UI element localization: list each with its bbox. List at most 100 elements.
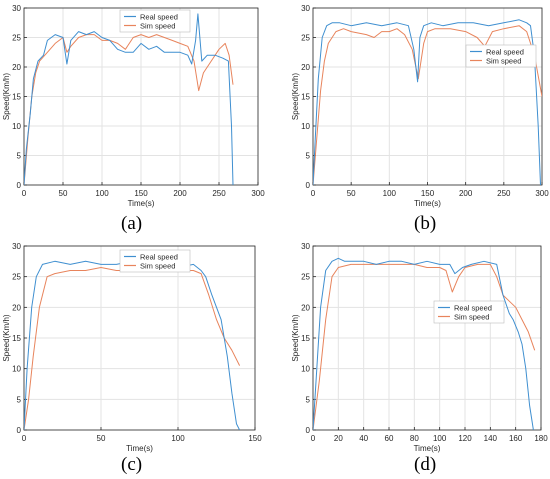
y-tick-label: 20 — [12, 303, 21, 312]
x-tick-label: 200 — [173, 189, 187, 198]
x-axis-label: Time(s) — [126, 444, 153, 453]
legend-label: Real speed — [454, 304, 492, 313]
y-tick-label: 20 — [12, 63, 21, 72]
y-tick-label: 10 — [301, 365, 310, 374]
x-axis-label: Time(s) — [414, 199, 441, 208]
series-line-real-speed — [313, 257, 534, 430]
chart-panel-2: 0 50 100 150 0 5 10 15 20 25 30 Time(s) Speed(Km/h) R… — [2, 242, 262, 453]
y-tick-label: 15 — [301, 93, 310, 102]
x-tick-label: 80 — [410, 434, 419, 443]
x-tick-label: 0 — [311, 189, 316, 198]
y-tick-label: 10 — [12, 122, 21, 131]
x-tick-label: 100 — [171, 434, 185, 443]
legend-box — [119, 9, 191, 33]
caption-a: (a) — [121, 213, 143, 234]
x-tick-label: 300 — [535, 189, 549, 198]
x-tick-label: 20 — [334, 434, 343, 443]
y-tick-label: 5 — [17, 152, 22, 161]
y-tick-label: 15 — [12, 334, 21, 343]
y-axis-label: Speed(Km/h) — [2, 73, 11, 120]
y-tick-label: 25 — [301, 273, 310, 282]
series-group — [313, 257, 536, 430]
y-tick-label: 0 — [306, 426, 311, 435]
x-tick-label: 100 — [95, 189, 109, 198]
x-tick-label: 250 — [497, 189, 511, 198]
y-tick-label: 5 — [17, 395, 22, 404]
y-tick-label: 25 — [12, 273, 21, 282]
y-axis-label: Speed(Km/h) — [2, 314, 11, 361]
legend-label: Real speed — [486, 48, 524, 57]
series-group — [313, 19, 542, 185]
x-tick-label: 120 — [458, 434, 472, 443]
legend-box — [465, 44, 537, 68]
caption-d: (d) — [414, 454, 437, 475]
legend-box — [119, 249, 191, 273]
y-tick-label: 20 — [301, 63, 310, 72]
x-tick-label: 140 — [484, 434, 498, 443]
y-tick-label: 30 — [12, 4, 21, 13]
y-tick-label: 15 — [301, 334, 310, 343]
x-tick-label: 40 — [359, 434, 368, 443]
caption-c: (c) — [121, 454, 143, 475]
y-tick-label: 15 — [12, 93, 21, 102]
series-line-sim-speed — [24, 267, 241, 430]
x-tick-label: 100 — [433, 434, 447, 443]
y-tick-label: 0 — [17, 426, 22, 435]
legend-label: Sim speed — [454, 313, 489, 322]
y-axis-label: Speed(Km/h) — [291, 73, 300, 120]
y-tick-label: 25 — [12, 34, 21, 43]
x-axis-label: Time(s) — [414, 444, 441, 453]
y-tick-label: 30 — [301, 4, 310, 13]
legend-box — [433, 300, 505, 324]
x-tick-label: 300 — [251, 189, 265, 198]
series-line-real-speed — [24, 13, 234, 185]
legend-label: Sim speed — [140, 22, 175, 31]
y-tick-label: 10 — [12, 365, 21, 374]
chart-panel-3: 0 20 40 60 80 100 120 140 160 180 0 5 10 15 20 25 30 Time… — [291, 242, 548, 453]
y-tick-label: 5 — [306, 152, 311, 161]
series-line-sim-speed — [313, 25, 542, 185]
y-tick-label: 30 — [12, 242, 21, 251]
series-line-real-speed — [313, 19, 541, 185]
x-tick-label: 50 — [347, 189, 356, 198]
x-tick-label: 0 — [22, 434, 27, 443]
x-tick-label: 180 — [534, 434, 548, 443]
legend-label: Sim speed — [486, 57, 521, 66]
legend-label: Sim speed — [140, 262, 175, 271]
y-tick-label: 10 — [301, 122, 310, 131]
y-tick-label: 30 — [301, 242, 310, 251]
x-tick-label: 150 — [248, 434, 262, 443]
x-tick-label: 50 — [59, 189, 68, 198]
y-axis-label: Speed(Km/h) — [291, 314, 300, 361]
x-tick-label: 250 — [212, 189, 226, 198]
chart-panel-0: 0 50 100 150 200 250 300 0 5 10 15 20 25 30 Time(s) Spe… — [2, 4, 265, 208]
x-tick-label: 150 — [134, 189, 148, 198]
x-tick-label: 50 — [97, 434, 106, 443]
y-tick-label: 20 — [301, 303, 310, 312]
series-line-sim-speed — [24, 34, 234, 185]
y-tick-label: 0 — [17, 181, 22, 190]
series-line-real-speed — [24, 260, 241, 430]
y-tick-label: 5 — [306, 395, 311, 404]
series-line-sim-speed — [313, 263, 536, 430]
x-tick-label: 60 — [385, 434, 394, 443]
x-tick-label: 160 — [509, 434, 523, 443]
x-tick-label: 100 — [383, 189, 397, 198]
x-tick-label: 0 — [22, 189, 27, 198]
chart-panel-1: 0 50 100 150 200 250 300 0 5 10 15 20 25 30 Time(s) Spe… — [291, 4, 549, 208]
x-tick-label: 0 — [311, 434, 316, 443]
y-tick-label: 0 — [306, 181, 311, 190]
x-tick-label: 200 — [459, 189, 473, 198]
x-axis-label: Time(s) — [128, 199, 155, 208]
series-group — [24, 260, 241, 430]
x-tick-label: 150 — [421, 189, 435, 198]
legend-label: Real speed — [140, 253, 178, 262]
legend-label: Real speed — [140, 13, 178, 22]
caption-b: (b) — [414, 213, 437, 234]
series-group — [24, 13, 234, 185]
